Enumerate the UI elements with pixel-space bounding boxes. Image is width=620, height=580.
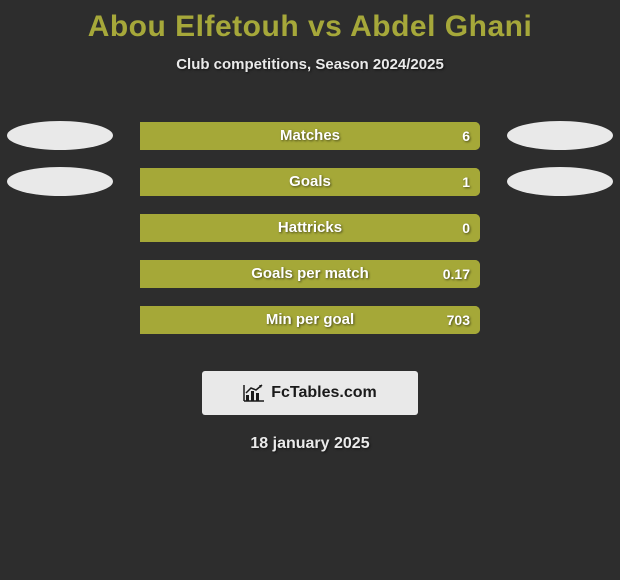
stat-value: 1 xyxy=(462,168,470,196)
stat-row: Goals per match0.17 xyxy=(0,251,620,297)
stat-label: Goals xyxy=(140,168,480,196)
stat-bar: Matches6 xyxy=(140,122,480,150)
stat-value: 6 xyxy=(462,122,470,150)
stat-value: 703 xyxy=(447,306,470,334)
comparison-title: Abou Elfetouh vs Abdel Ghani xyxy=(0,0,620,44)
stat-bar: Goals per match0.17 xyxy=(140,260,480,288)
stat-value: 0 xyxy=(462,214,470,242)
stat-value: 0.17 xyxy=(443,260,470,288)
player1-ellipse-icon xyxy=(7,167,113,196)
chart-icon xyxy=(243,384,265,402)
stat-label: Matches xyxy=(140,122,480,150)
stat-row: Min per goal703 xyxy=(0,297,620,343)
player2-ellipse-icon xyxy=(507,121,613,150)
stats-rows: Matches6Goals1Hattricks0Goals per match0… xyxy=(0,113,620,343)
stat-label: Min per goal xyxy=(140,306,480,334)
stat-row: Goals1 xyxy=(0,159,620,205)
stat-bar: Min per goal703 xyxy=(140,306,480,334)
player2-ellipse-icon xyxy=(507,167,613,196)
player1-name: Abou Elfetouh xyxy=(88,10,299,43)
stat-row: Hattricks0 xyxy=(0,205,620,251)
fctables-logo-text: FcTables.com xyxy=(271,384,377,402)
stat-bar: Goals1 xyxy=(140,168,480,196)
stat-label: Hattricks xyxy=(140,214,480,242)
subtitle-text: Club competitions, Season 2024/2025 xyxy=(0,56,620,73)
fctables-logo-box: FcTables.com xyxy=(202,371,418,415)
stat-label: Goals per match xyxy=(140,260,480,288)
player1-ellipse-icon xyxy=(7,121,113,150)
stat-bar: Hattricks0 xyxy=(140,214,480,242)
snapshot-date: 18 january 2025 xyxy=(0,435,620,453)
vs-label: vs xyxy=(308,10,342,43)
stat-row: Matches6 xyxy=(0,113,620,159)
player2-name: Abdel Ghani xyxy=(350,10,532,43)
